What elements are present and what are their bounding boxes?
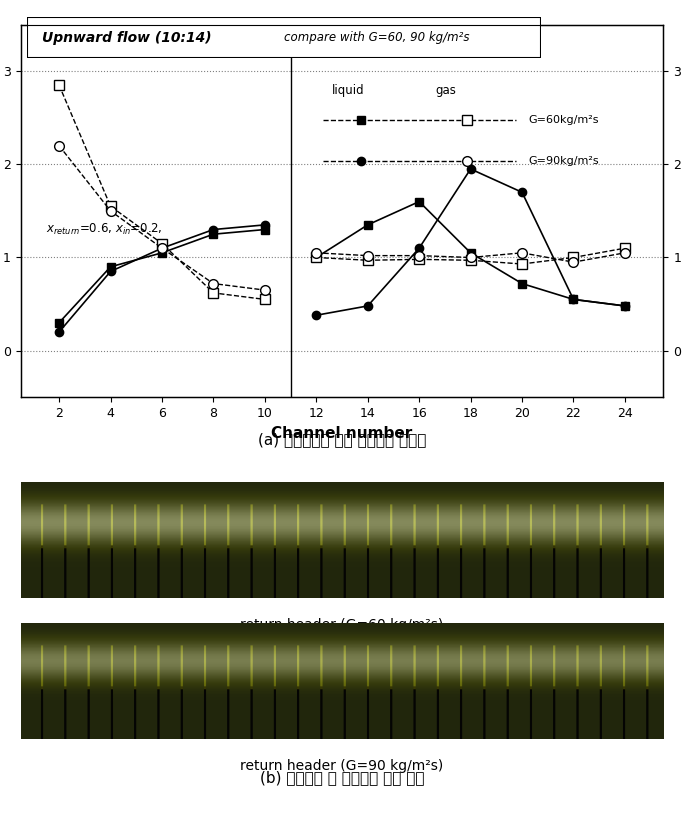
Text: gas: gas — [435, 84, 456, 97]
Text: G=60kg/m²s: G=60kg/m²s — [529, 115, 599, 124]
Text: G=90kg/m²s: G=90kg/m²s — [529, 156, 599, 165]
Text: (b) 입구헤더 및 리턴헤더 유동 사진: (b) 입구헤더 및 리턴헤더 유동 사진 — [260, 770, 424, 785]
Text: $x_{return}$=0.6, $x_{in}$=0.2,: $x_{return}$=0.6, $x_{in}$=0.2, — [47, 222, 163, 238]
Text: liquid: liquid — [332, 84, 365, 97]
Text: (a) 질량유속에 따른 냉매분배 데이터: (a) 질량유속에 따른 냉매분배 데이터 — [258, 432, 426, 447]
X-axis label: Channel number: Channel number — [272, 426, 412, 441]
